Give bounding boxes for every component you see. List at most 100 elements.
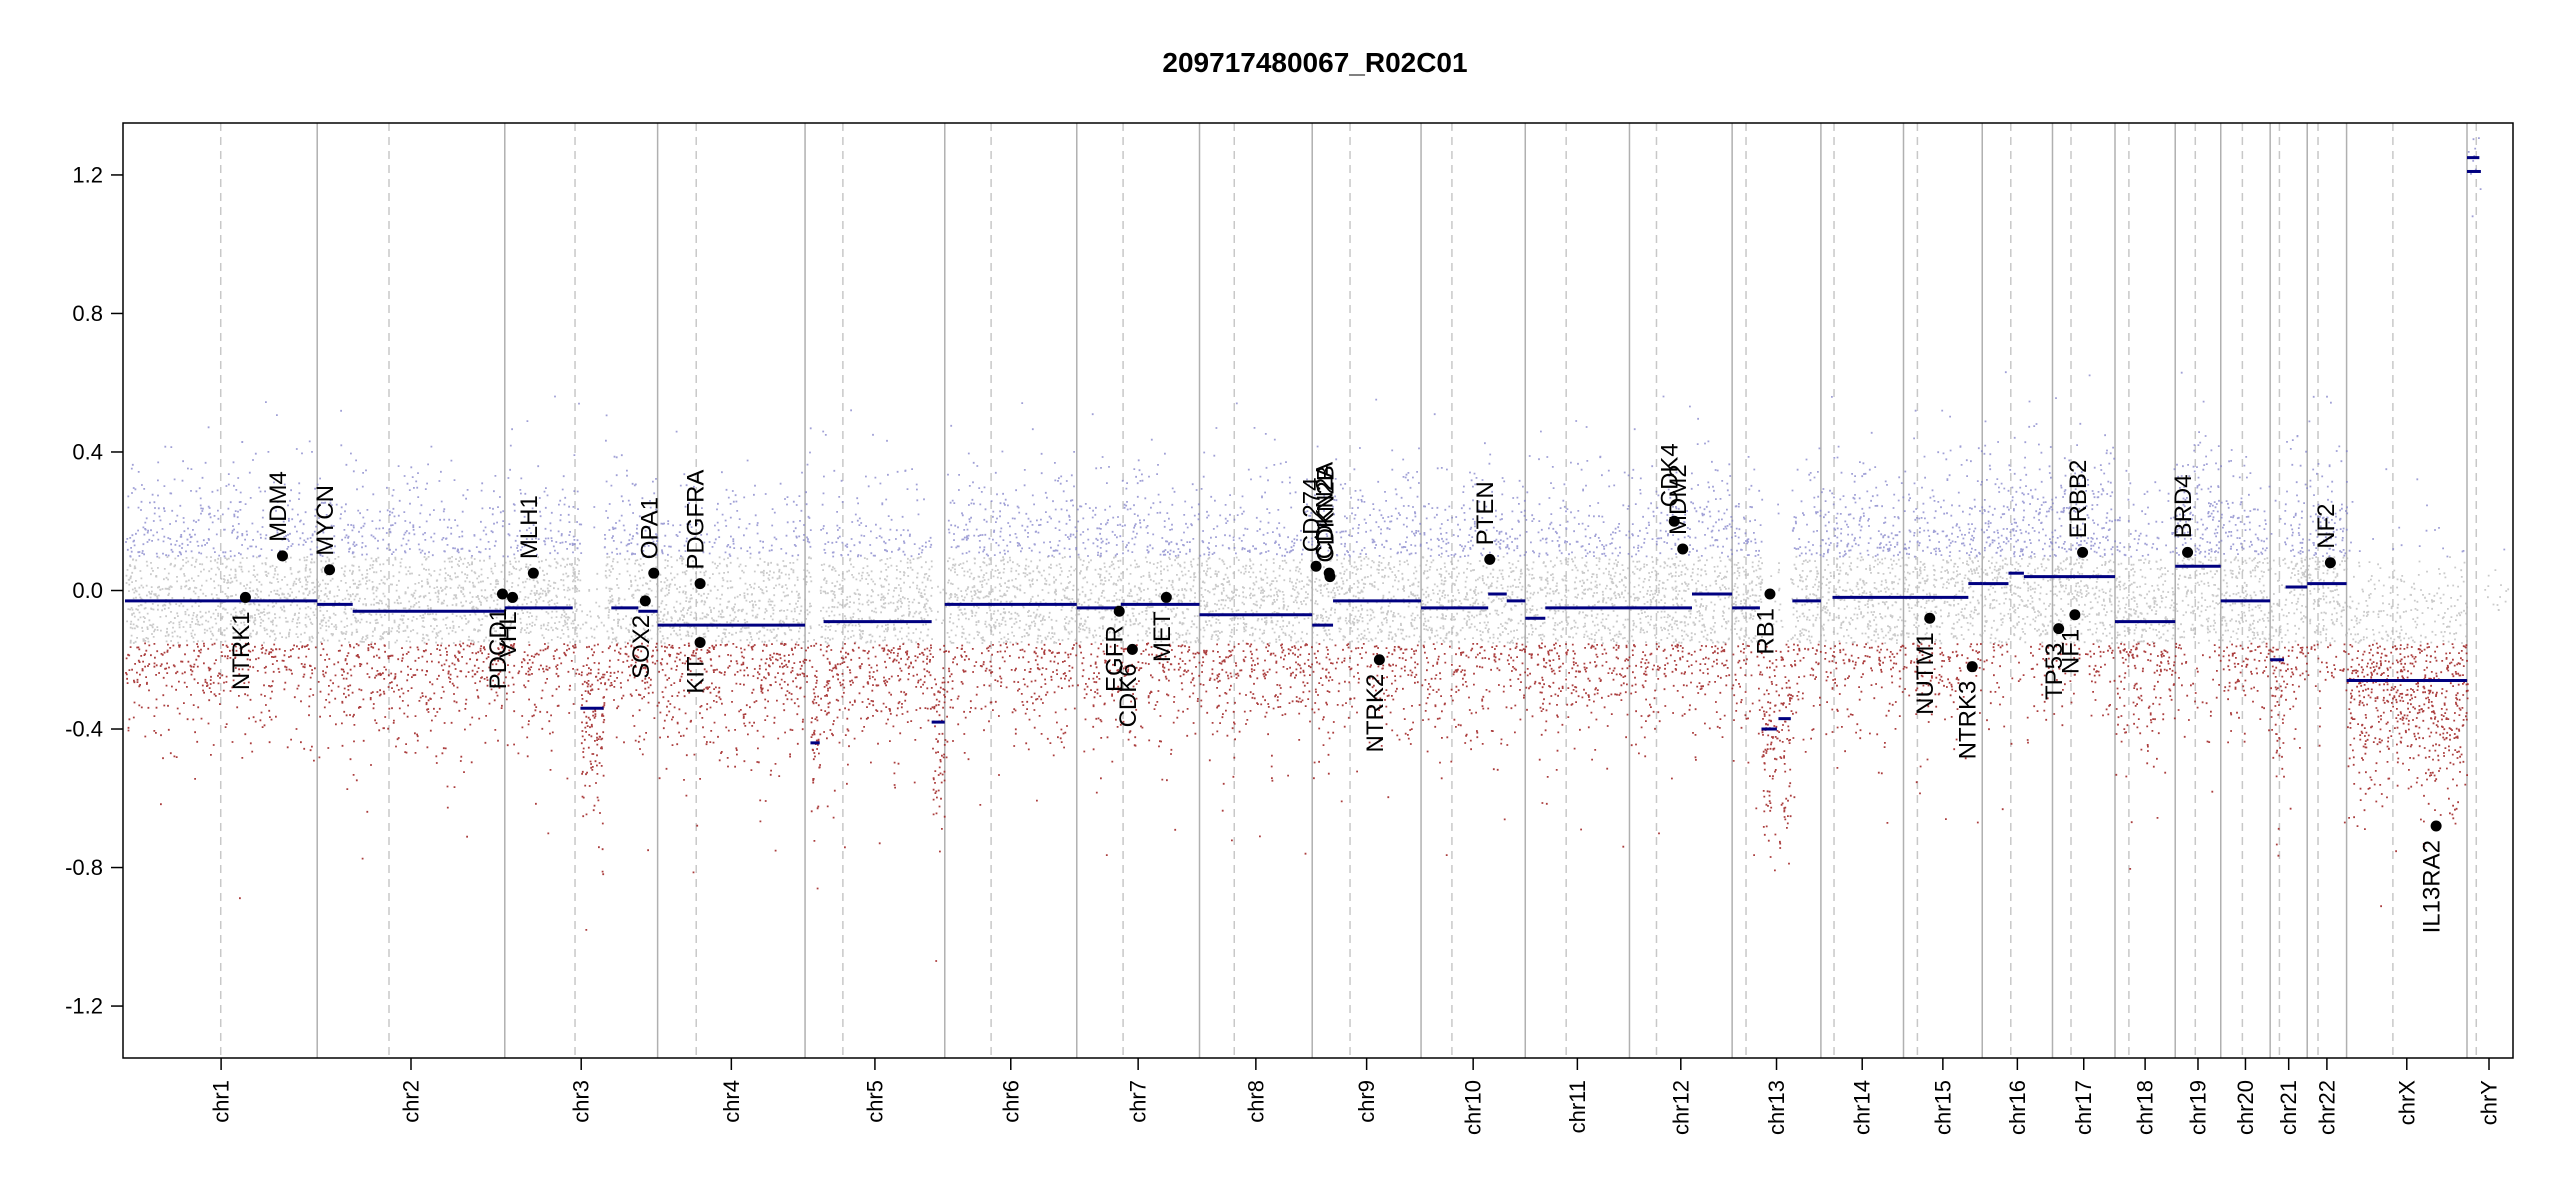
gene-label: NTRK1 xyxy=(228,611,255,690)
chromosome-label: chr19 xyxy=(2185,1080,2210,1135)
probe-points-loss xyxy=(658,642,807,874)
gene-point xyxy=(1324,571,1336,583)
gene-label: TP53 xyxy=(2041,643,2068,700)
gene-point xyxy=(1310,560,1322,572)
gene-label: MDM2 xyxy=(1665,464,1692,535)
probe-points-loss xyxy=(1199,642,1314,855)
gene-label: VHL xyxy=(495,611,522,658)
probe-points-neutral xyxy=(2270,556,2309,644)
gene-label: NTRK3 xyxy=(1955,681,1982,760)
gene-label: MLH1 xyxy=(516,495,543,559)
probe-points-gain xyxy=(1821,396,1906,558)
probe-points-neutral xyxy=(658,556,807,645)
gene-label: MDM4 xyxy=(265,471,292,542)
probe-points-neutral xyxy=(1421,556,1528,644)
probe-points-neutral xyxy=(1199,556,1314,645)
gene-label: PTEN xyxy=(1472,481,1499,545)
chromosome-label: chr21 xyxy=(2276,1080,2301,1135)
probe-points-gain xyxy=(1903,409,1984,558)
chromosome-label: chr20 xyxy=(2233,1080,2258,1135)
probe-points-neutral xyxy=(1312,555,1423,644)
probe-points-neutral xyxy=(505,556,660,645)
chromosome-label: chr3 xyxy=(569,1080,594,1123)
probe-points-neutral xyxy=(2307,556,2349,644)
y-tick-label: 0.8 xyxy=(72,301,103,326)
gene-point xyxy=(648,567,660,579)
probe-points-neutral xyxy=(2484,569,2510,611)
gene-point xyxy=(1484,553,1496,565)
gene-label: ERBB2 xyxy=(2065,460,2092,539)
gene-label: NF1 xyxy=(2057,629,2084,674)
gene-point xyxy=(2069,609,2081,621)
gene-point xyxy=(2324,557,2336,569)
probe-points-neutral xyxy=(1525,556,1631,645)
gene-point xyxy=(2182,546,2194,558)
probe-points-neutral xyxy=(1076,556,1202,644)
probe-points-loss xyxy=(1630,643,1734,835)
axes: 1.2 0.8 0.4 0.0 -0.4 -0.8 -1.2 chr1 chr2 chr3 chr4… xyxy=(65,122,2514,1135)
probe-points-loss xyxy=(1903,642,1982,824)
probe-points-loss xyxy=(2346,642,2469,908)
gene-label: CDKN2A xyxy=(1312,462,1339,559)
gene-point xyxy=(507,591,519,603)
gene-label: MYCN xyxy=(312,485,339,556)
segment-lines xyxy=(125,156,2481,745)
probe-points-neutral xyxy=(1903,556,1984,645)
chart-title: 209717480067_R02C01 xyxy=(1162,47,1467,78)
y-tick-label: 0.4 xyxy=(72,439,103,464)
probe-points-loss xyxy=(1312,643,1421,803)
chromosome-label: chr18 xyxy=(2133,1080,2158,1135)
probe-points-loss xyxy=(2115,642,2177,870)
gene-point xyxy=(1126,643,1138,655)
chromosome-label: chr2 xyxy=(398,1080,423,1123)
gene-point xyxy=(1373,654,1385,666)
gene-label: CDKN2B xyxy=(1312,465,1339,562)
probe-points-loss xyxy=(1824,642,1905,824)
chromosome-label: chr1 xyxy=(209,1080,234,1123)
probe-points-neutral xyxy=(1629,556,1734,645)
gene-point xyxy=(496,588,508,600)
gene-point xyxy=(239,591,251,603)
probe-points-gain xyxy=(2308,395,2349,558)
gene-point xyxy=(527,567,539,579)
probe-points-gain xyxy=(947,402,1078,558)
gene-label: OPA1 xyxy=(636,497,663,559)
probe-points-gain xyxy=(2348,468,2465,558)
gene-point xyxy=(1668,515,1680,527)
probe-points-gain xyxy=(1525,420,1631,558)
gene-label: NTRK2 xyxy=(1362,674,1389,753)
probe-points-gain xyxy=(2467,137,2506,551)
chromosome-label: chr16 xyxy=(2005,1080,2030,1135)
gene-label: CDK4 xyxy=(1657,443,1684,507)
chromosome-label: chr15 xyxy=(1930,1080,1955,1135)
gene-point xyxy=(1764,588,1776,600)
gene-point xyxy=(639,595,651,607)
gene-point xyxy=(694,578,706,590)
gene-point xyxy=(2430,820,2442,832)
gene-label: NUTM1 xyxy=(1912,632,1939,715)
probe-points-neutral xyxy=(805,556,945,645)
probe-points-neutral xyxy=(1732,555,1823,645)
gene-label: CD274 xyxy=(1299,478,1326,553)
gene-point xyxy=(276,550,288,562)
chromosome-label: chr6 xyxy=(998,1080,1023,1123)
probe-points-gain xyxy=(805,409,933,558)
probe-points-gain xyxy=(1076,413,1202,557)
probe-points-loss xyxy=(945,642,1078,806)
gene-label: EGFR xyxy=(1102,625,1129,692)
gene-point xyxy=(2077,546,2089,558)
probe-points-neutral xyxy=(2115,558,2177,644)
chromosome-label: chr12 xyxy=(1668,1080,1693,1135)
chromosome-label: chrX xyxy=(2394,1080,2419,1126)
probe-points-neutral xyxy=(317,555,507,645)
gene-label: PDGFRA xyxy=(683,470,710,570)
gene-label: NF2 xyxy=(2313,503,2340,548)
probe-points-loss xyxy=(1525,642,1631,848)
probe-points-loss xyxy=(2222,642,2272,744)
probe-points-gain xyxy=(2270,435,2308,557)
probe-points-neutral xyxy=(2175,556,2223,644)
gene-point xyxy=(2053,623,2065,635)
probe-points-neutral xyxy=(2348,556,2468,644)
gene-point xyxy=(324,564,336,576)
